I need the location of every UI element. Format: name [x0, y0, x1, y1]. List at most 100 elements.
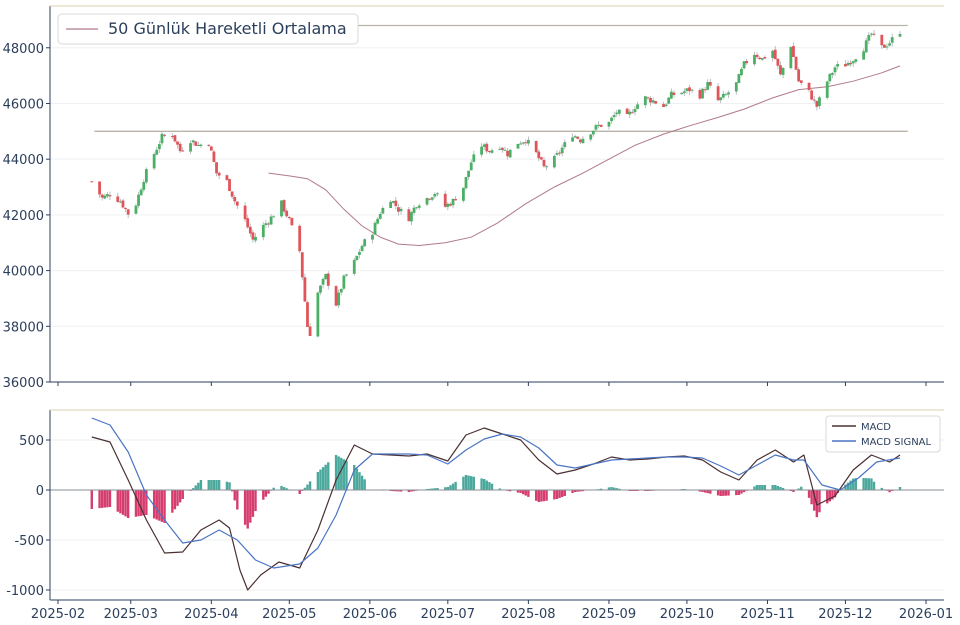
- candle: [831, 72, 834, 79]
- macd-histogram-bar: [436, 488, 439, 490]
- candle: [303, 273, 307, 302]
- candle: [849, 59, 853, 67]
- candle: [443, 190, 447, 208]
- candle: [399, 206, 403, 215]
- price-y-tick-label: 40000: [3, 265, 44, 280]
- macd-histogram-bar: [116, 490, 119, 512]
- candle-body: [480, 146, 484, 155]
- candle: [885, 43, 889, 50]
- candle-body: [576, 136, 580, 139]
- macd-histogram-bar: [470, 476, 473, 490]
- candle: [298, 224, 302, 254]
- candle: [391, 200, 395, 204]
- macd-histogram-bar: [98, 490, 101, 509]
- macd-histogram-bar: [236, 490, 239, 510]
- macd-histogram-bar: [607, 487, 611, 490]
- candle-body: [539, 157, 543, 160]
- candle: [654, 100, 658, 105]
- macd-histogram-bar: [230, 490, 234, 492]
- macd-histogram-bar: [464, 475, 468, 490]
- candle: [371, 233, 374, 244]
- candle: [534, 140, 538, 154]
- candle-body: [178, 143, 182, 152]
- candle-body: [144, 169, 148, 183]
- candle-body: [488, 151, 491, 153]
- candle-body: [649, 98, 652, 103]
- candle: [760, 57, 764, 61]
- candle-body: [703, 89, 707, 91]
- candle: [233, 194, 237, 205]
- candle-body: [794, 56, 798, 70]
- candle: [706, 79, 710, 91]
- candle: [669, 88, 673, 99]
- price-y-tick-label: 44000: [3, 153, 44, 168]
- macd-histogram-bar: [807, 490, 811, 498]
- candle-body: [358, 251, 361, 255]
- candle-body: [371, 234, 374, 240]
- candle: [792, 42, 795, 57]
- price-grid: [50, 47, 944, 383]
- macd-histogram-bar: [779, 487, 782, 490]
- macd-histogram-bar: [724, 490, 728, 496]
- macd-histogram-bar: [797, 488, 800, 490]
- candle-body: [617, 109, 621, 114]
- candle: [217, 171, 221, 180]
- candle-body: [391, 201, 395, 203]
- candle: [462, 187, 465, 203]
- macd-histogram-bar: [392, 490, 395, 492]
- candle: [118, 198, 122, 203]
- macd-histogram-bar: [844, 484, 847, 490]
- candle-body: [578, 139, 582, 143]
- candle: [451, 198, 455, 209]
- candle-body: [612, 115, 616, 118]
- candle-body: [397, 207, 400, 212]
- candle: [334, 284, 338, 307]
- candle: [243, 202, 247, 222]
- candle-body: [228, 179, 231, 192]
- candle-body: [196, 144, 200, 146]
- candle: [633, 105, 637, 116]
- candle-body: [264, 223, 268, 226]
- macd-histogram-bar: [722, 490, 725, 496]
- macd-histogram-bar: [763, 485, 767, 490]
- moving-average-line: [268, 65, 901, 247]
- candle-body: [417, 205, 421, 208]
- candle-body: [394, 200, 398, 207]
- candle-body: [363, 239, 367, 247]
- candle-body: [326, 273, 330, 286]
- macd-histogram-bar: [243, 490, 247, 525]
- candle-body: [306, 302, 309, 327]
- macd-histogram-bar: [826, 490, 829, 504]
- macd-histogram-bar: [397, 490, 400, 492]
- candle: [776, 58, 780, 70]
- candle-body: [209, 146, 213, 151]
- candle: [308, 323, 312, 337]
- candle-body: [261, 224, 265, 238]
- candle-body: [537, 151, 541, 159]
- candle: [342, 274, 346, 290]
- candle-body: [124, 207, 127, 209]
- candle-body: [339, 288, 343, 293]
- macd-histogram-bar: [781, 488, 785, 490]
- candle: [703, 86, 707, 94]
- candle-body: [597, 124, 600, 126]
- macd-histogram-bar: [306, 484, 309, 490]
- macd-histogram-bar: [716, 490, 720, 496]
- candle: [854, 58, 858, 64]
- candle: [833, 65, 837, 76]
- macd-signal-series-line: [91, 417, 901, 569]
- candle-body: [139, 189, 143, 196]
- candle: [701, 87, 704, 100]
- x-tick-label: 2025-12: [818, 607, 872, 622]
- candle-body: [662, 104, 665, 108]
- candle: [526, 136, 530, 147]
- macd-histogram-bar: [490, 483, 494, 490]
- candle-body: [753, 54, 756, 65]
- candle-body: [503, 149, 507, 151]
- macd-histogram-bar: [160, 490, 164, 522]
- macd-histogram-bar: [800, 486, 803, 490]
- candle-body: [170, 136, 174, 138]
- candle: [246, 214, 250, 229]
- candle-body: [446, 203, 450, 207]
- candle-body: [607, 121, 611, 127]
